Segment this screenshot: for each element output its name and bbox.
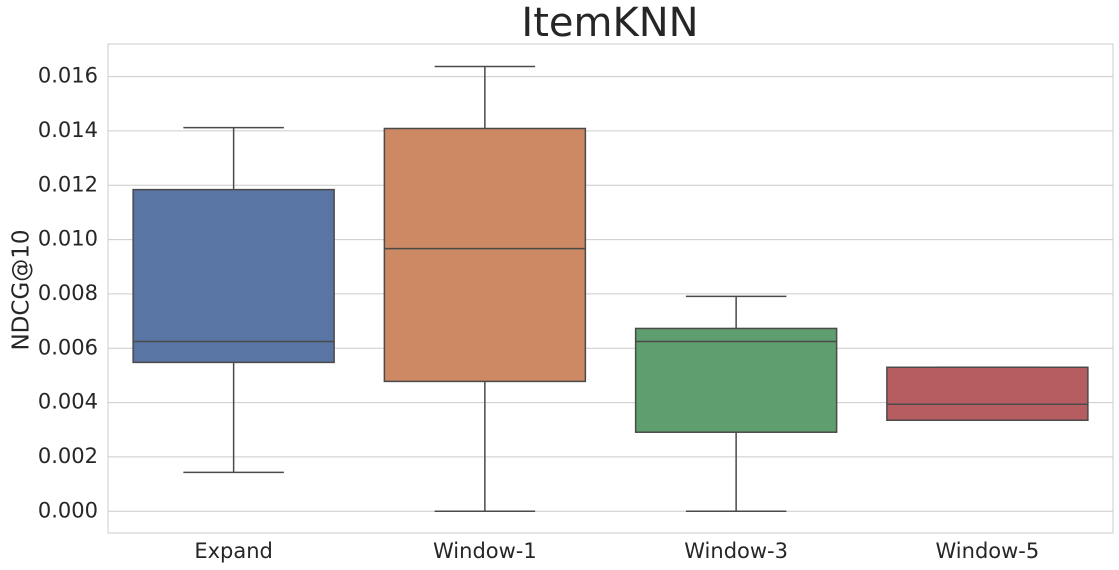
chart-title: ItemKNN bbox=[521, 0, 698, 46]
y-tick-label: 0.016 bbox=[38, 64, 98, 88]
x-tick-label: Window-1 bbox=[433, 539, 537, 563]
y-tick-label: 0.012 bbox=[38, 172, 98, 196]
box bbox=[886, 366, 1089, 422]
y-tick-label: 0.002 bbox=[38, 444, 98, 468]
plot-frame bbox=[107, 43, 1114, 534]
y-tick-label: 0.010 bbox=[38, 227, 98, 251]
y-tick-label: 0.004 bbox=[38, 390, 98, 414]
box bbox=[383, 127, 587, 383]
box bbox=[634, 327, 838, 433]
x-tick-label: Window-5 bbox=[936, 539, 1040, 563]
box bbox=[132, 188, 335, 364]
x-tick-label: Expand bbox=[194, 539, 273, 563]
y-tick-label: 0.008 bbox=[38, 281, 98, 305]
y-tick-label: 0.014 bbox=[38, 118, 98, 142]
y-axis-label: NDCG@10 bbox=[9, 229, 35, 350]
y-tick-label: 0.000 bbox=[38, 498, 98, 522]
y-tick-label: 0.006 bbox=[38, 335, 98, 359]
x-tick-label: Window-3 bbox=[684, 539, 788, 563]
